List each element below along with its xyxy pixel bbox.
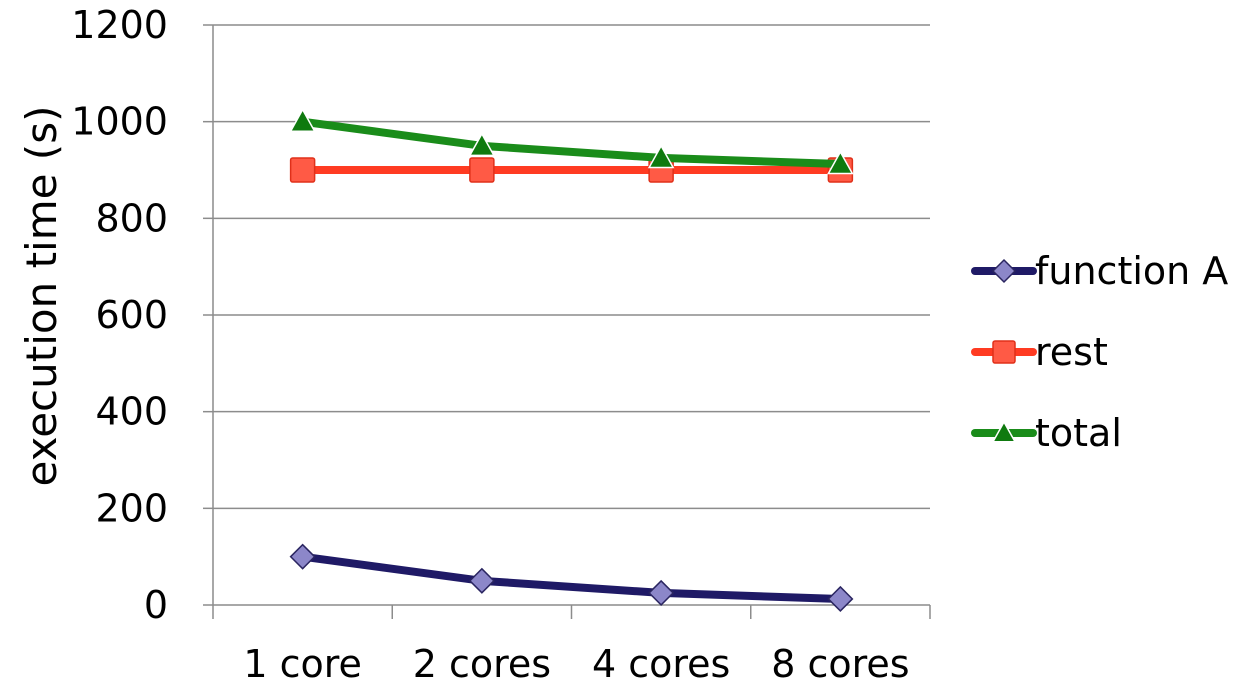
legend-label-rest: rest (1035, 330, 1108, 374)
data-point-rest (469, 157, 495, 183)
data-point-function-a (468, 567, 495, 594)
legend-marker-rest (992, 340, 1016, 364)
axes (203, 24, 931, 619)
legend-label-function-a: function A (1035, 249, 1228, 293)
data-point-function-a (827, 585, 854, 613)
y-tick-label: 600 (95, 293, 168, 337)
x-tick-label: 4 cores (592, 642, 730, 686)
x-tick-label: 1 core (243, 642, 362, 686)
y-tick-label: 400 (95, 390, 168, 434)
tick-labels: 0 200 400 600 800 1000 1200 1 core 2 cores 4 core… (71, 3, 909, 686)
legend-marker-total (991, 420, 1017, 443)
legend-item-total: total (971, 411, 1122, 455)
y-tick-label: 0 (144, 583, 168, 627)
y-tick-label: 1200 (71, 3, 168, 47)
x-tick-label: 8 cores (771, 642, 909, 686)
x-tick-label: 2 cores (413, 642, 551, 686)
series-lines (289, 108, 854, 613)
y-tick-label: 800 (95, 196, 168, 240)
legend-marker-function-a (991, 258, 1017, 284)
y-tick-label: 1000 (71, 100, 168, 144)
legend-label-total: total (1035, 411, 1122, 455)
data-point-function-a (289, 543, 316, 570)
legend-item-rest: rest (971, 330, 1108, 374)
data-point-rest (289, 157, 316, 183)
legend: function A rest total (971, 249, 1228, 455)
data-point-total (289, 108, 316, 133)
y-axis-title: execution time (s) (17, 106, 66, 487)
legend-item-function-a: function A (971, 249, 1228, 293)
data-point-total (468, 132, 496, 157)
series-line-function-a (298, 552, 845, 603)
data-point-total (827, 150, 854, 175)
data-point-function-a (648, 579, 675, 606)
gridlines (213, 24, 930, 510)
series-line-total (298, 117, 845, 168)
data-point-total (647, 144, 675, 169)
y-tick-label: 200 (95, 486, 168, 530)
